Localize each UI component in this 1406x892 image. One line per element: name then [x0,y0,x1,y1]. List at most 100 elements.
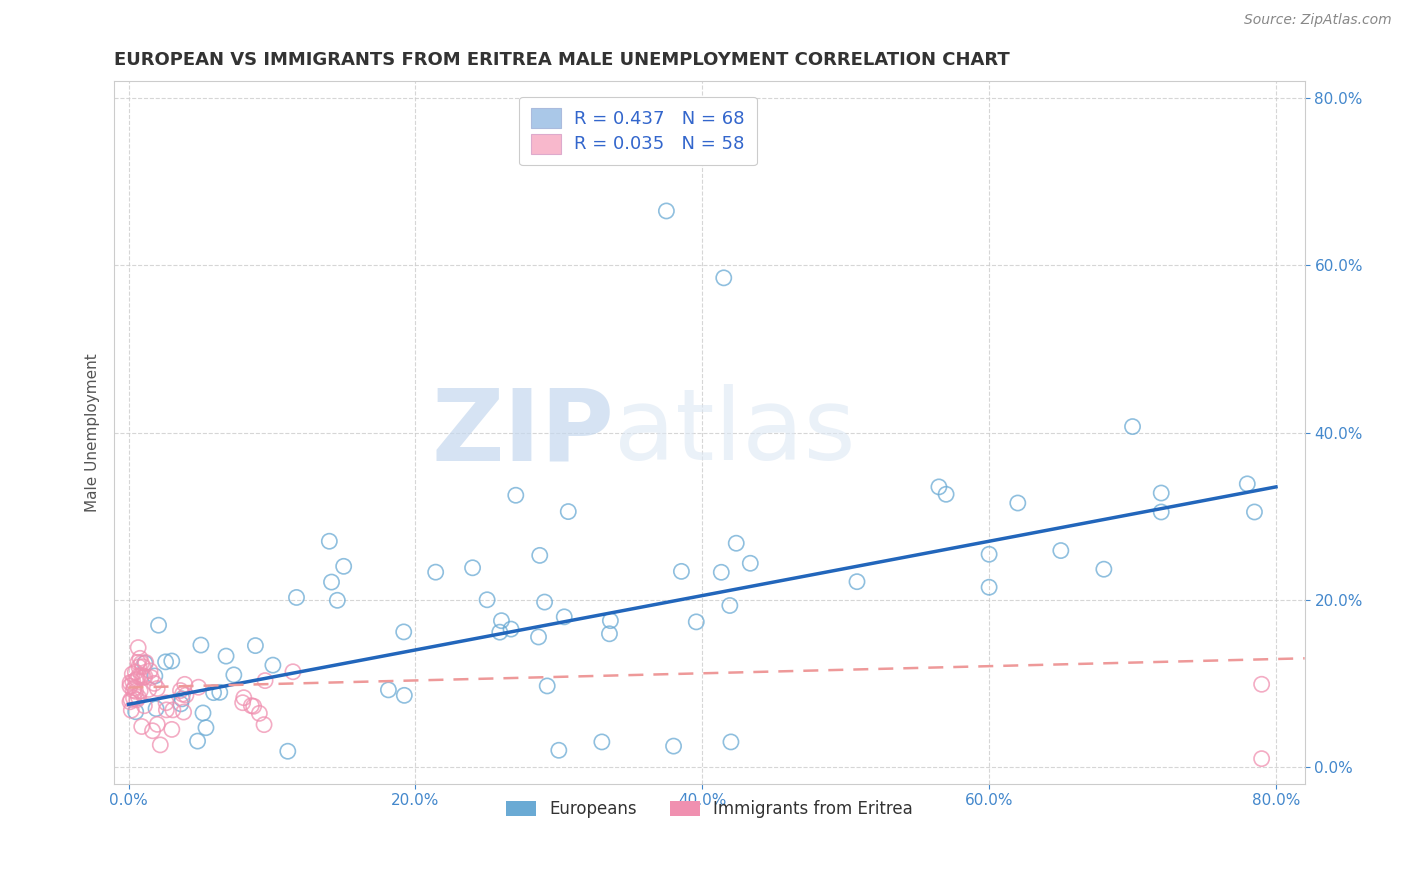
Point [499,622,522,636]
Point [170,697,193,711]
Point [145,701,167,715]
Point [671,565,693,579]
Point [173,705,195,719]
Point [536,679,558,693]
Point [118,679,141,693]
Point [122,681,145,695]
Point [139,671,162,685]
Point [162,703,184,717]
Point [138,682,160,697]
Point [326,593,349,607]
Point [155,696,177,710]
Point [253,717,276,731]
Point [131,719,153,733]
Point [125,705,148,719]
Point [1007,496,1029,510]
Point [533,595,555,609]
Point [135,656,157,670]
Point [547,743,569,757]
Text: atlas: atlas [614,384,856,481]
Point [242,699,264,714]
Point [725,536,748,550]
Point [1250,677,1272,691]
Point [222,668,245,682]
Point [475,592,498,607]
Point [662,739,685,753]
Point [240,698,263,713]
Point [134,670,156,684]
Point [121,667,143,681]
Point [125,693,148,707]
Point [127,672,149,686]
Point [143,669,166,683]
Point [392,624,415,639]
Point [134,698,156,713]
Point [120,692,142,706]
Point [160,723,183,737]
Point [685,615,707,629]
Point [187,680,209,694]
Point [146,681,169,696]
Point [139,664,162,678]
Point [928,480,950,494]
Point [129,684,152,698]
Point [128,669,150,683]
Point [121,674,143,689]
Point [118,695,141,709]
Point [127,690,149,705]
Point [120,703,142,717]
Point [977,547,1000,561]
Point [599,614,621,628]
Point [148,618,170,632]
Point [461,561,484,575]
Point [124,684,146,698]
Point [262,658,284,673]
Point [718,599,741,613]
Point [598,627,620,641]
Point [977,580,1000,594]
Point [1236,476,1258,491]
Point [591,735,613,749]
Point [740,556,762,570]
Point [122,683,145,698]
Point [143,676,166,690]
Point [1092,562,1115,576]
Point [394,689,416,703]
Point [491,614,513,628]
Point [1250,752,1272,766]
Point [710,566,733,580]
Point [557,505,579,519]
Point [187,734,209,748]
Point [155,703,177,717]
Point [160,654,183,668]
Point [935,487,957,501]
Point [131,668,153,682]
Point [132,670,155,684]
Point [332,559,354,574]
Y-axis label: Male Unemployment: Male Unemployment [86,353,100,512]
Point [281,665,304,679]
Point [1150,486,1173,500]
Point [321,575,343,590]
Point [232,696,254,710]
Point [202,685,225,699]
Point [377,682,399,697]
Point [169,683,191,698]
Legend: Europeans, Immigrants from Eritrea: Europeans, Immigrants from Eritrea [499,793,920,824]
Point [194,721,217,735]
Point [1049,543,1071,558]
Point [134,656,156,670]
Point [247,706,270,721]
Point [245,639,267,653]
Point [124,673,146,687]
Point [527,630,550,644]
Point [174,688,197,702]
Point [285,591,308,605]
Point [208,685,231,699]
Point [191,706,214,720]
Point [505,488,527,502]
Text: Source: ZipAtlas.com: Source: ZipAtlas.com [1244,13,1392,28]
Point [128,660,150,674]
Point [215,649,238,664]
Point [127,640,149,655]
